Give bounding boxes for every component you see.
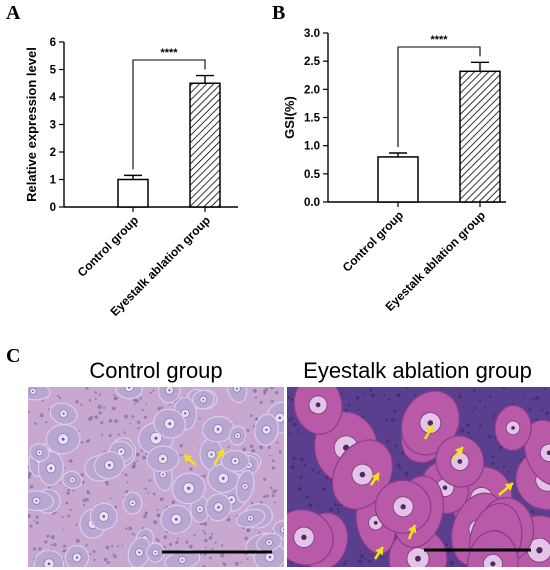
arrow [183, 454, 197, 466]
oocyte [331, 439, 394, 510]
oocyte [494, 404, 532, 451]
panel-letter-a: A [6, 2, 21, 24]
arrow [373, 546, 385, 560]
oocyte [146, 542, 165, 563]
bar [377, 156, 419, 203]
y-tick-label: 5 [50, 65, 57, 77]
y-tick-label: 0.5 [304, 169, 321, 181]
y-tick-label: 4 [50, 92, 57, 104]
oocyte [523, 419, 550, 486]
y-tick-label: 1.0 [304, 141, 320, 153]
oocyte [49, 402, 78, 425]
oocyte [235, 470, 255, 504]
oocyte [226, 387, 248, 404]
oocyte [254, 413, 279, 446]
oocyte [146, 445, 180, 473]
significance-label: **** [430, 34, 448, 46]
oocyte [235, 508, 266, 528]
oocyte [115, 387, 144, 400]
y-axis-label: GSI(%) [282, 96, 297, 139]
arrow [369, 472, 381, 486]
histology-left-title: Control group [89, 358, 223, 383]
y-tick-label: 6 [50, 37, 56, 49]
chart-b: 0.0 0.5 1.0 1.5 2.0 2.5 3.0 GSI(%) Control group… [282, 28, 506, 314]
oocyte [28, 490, 55, 512]
oocyte [64, 544, 90, 567]
oocyte [220, 449, 250, 472]
oocyte [374, 479, 432, 534]
y-tick-label: 0.0 [304, 197, 320, 209]
bar [459, 70, 501, 203]
histology-ablation-image [287, 387, 550, 567]
histology-right-title: Eyestalk ablation group [303, 358, 532, 383]
significance-bracket [397, 46, 481, 147]
y-tick-label: 2 [50, 147, 56, 159]
oocyte [256, 532, 283, 553]
chart-a: 0 1 2 3 4 5 6 Relative expression level Control … [24, 37, 238, 319]
arrow [212, 448, 226, 466]
oocyte [93, 451, 125, 480]
oocyte [228, 425, 247, 446]
y-tick-label: 1.5 [304, 113, 321, 125]
bar [189, 82, 221, 208]
oocyte [171, 472, 206, 505]
oocyte [293, 387, 343, 435]
y-tick-label: 0 [50, 202, 56, 214]
y-tick-label: 3 [50, 120, 56, 132]
oocyte [62, 470, 83, 490]
panel-letter-c: C [6, 345, 21, 367]
x-tick-label: Control group [75, 213, 141, 279]
significance-bracket [132, 59, 206, 170]
oocyte [157, 387, 181, 404]
oocyte [467, 530, 519, 567]
x-tick-label: Control group [340, 208, 406, 274]
oocyte [45, 423, 81, 455]
oocyte [33, 549, 65, 567]
significance-label: **** [160, 47, 178, 59]
oocyte [28, 387, 51, 401]
oocyte [160, 504, 193, 534]
arrow [423, 424, 435, 440]
arrow [498, 482, 514, 496]
y-axis-label: Relative expression level [24, 47, 39, 202]
arrow [452, 446, 464, 460]
oocyte [205, 493, 232, 522]
y-tick-label: 2.5 [304, 56, 321, 68]
y-tick-label: 1 [50, 175, 57, 187]
y-tick-label: 2.0 [304, 84, 320, 96]
oocyte [153, 408, 187, 439]
oocyte [29, 443, 50, 462]
oocyte [122, 491, 143, 515]
oocyte [89, 502, 118, 531]
oocyte [287, 509, 334, 566]
arrow [407, 524, 417, 540]
y-tick-label: 3.0 [304, 28, 320, 40]
oocyte [272, 520, 284, 539]
histology-control-image [28, 387, 284, 567]
bar [117, 178, 149, 208]
oocyte [400, 390, 460, 456]
panel-letter-b: B [272, 2, 286, 24]
